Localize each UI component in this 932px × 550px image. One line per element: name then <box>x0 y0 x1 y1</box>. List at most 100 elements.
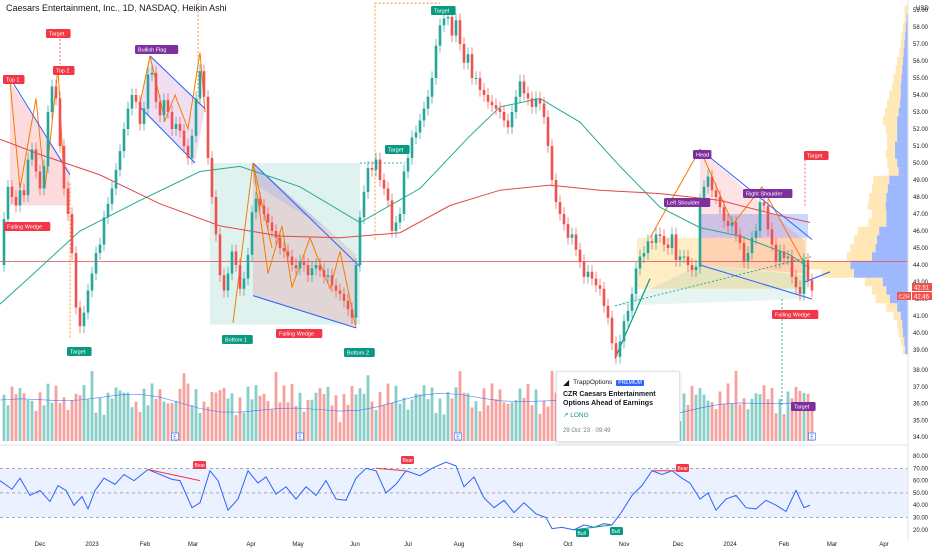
volume-bar <box>278 402 282 441</box>
candle-body <box>642 253 646 257</box>
pattern-drawings <box>9 0 831 407</box>
candle-body <box>426 96 430 109</box>
volume-bar <box>770 387 774 441</box>
trend-line <box>139 106 196 164</box>
volume-bar <box>138 412 142 441</box>
volume-bar <box>702 394 706 441</box>
x-tick-label: Apr <box>879 542 888 548</box>
price-tag <box>912 292 932 300</box>
volume-bar <box>46 383 50 441</box>
pattern-label: Target <box>434 9 450 15</box>
volume-bar <box>778 399 782 441</box>
candle-body <box>374 159 378 170</box>
volume-bar <box>78 395 82 441</box>
volume-bar <box>538 413 542 441</box>
volume-bar <box>438 398 442 441</box>
volume-bar <box>346 405 350 441</box>
volume-bar <box>506 403 510 441</box>
volume-bar <box>38 392 42 441</box>
idea-date: 29 Oct '23 · 09:49 <box>563 428 611 434</box>
x-tick-label: Jul <box>404 542 412 548</box>
volume-bar <box>226 398 230 441</box>
earnings-marker-label: E <box>173 435 177 441</box>
volume-bar <box>170 402 174 441</box>
candle-body <box>102 217 106 245</box>
pattern-label: Top 2 <box>56 69 69 75</box>
volume-bar <box>90 371 94 441</box>
exchange: NASDAQ <box>139 3 178 13</box>
candle-body <box>118 151 122 170</box>
volume-bar <box>486 405 490 441</box>
volume-profile-bar <box>892 82 901 91</box>
divergence-label-box <box>676 464 689 472</box>
candle-body <box>518 81 522 97</box>
volume-bar <box>482 388 486 441</box>
candle-body <box>542 103 546 118</box>
candle-body <box>314 265 318 269</box>
candle-body <box>590 271 594 279</box>
pattern-label-box <box>4 222 51 231</box>
candle-body <box>710 176 714 191</box>
idea-card[interactable]: ◢ TrappOptions PREMIUM CZR Caesars Enter… <box>556 371 680 442</box>
candle-body <box>538 98 542 104</box>
neckline <box>614 256 813 307</box>
volume-profile-bar <box>886 303 898 312</box>
volume-bar <box>126 392 130 441</box>
pattern-label: Bottom 1 <box>225 338 247 344</box>
volume-bar <box>122 392 126 441</box>
divergence-label: Bear <box>678 466 689 472</box>
candle-body <box>514 96 518 112</box>
pattern-label: Target <box>807 154 823 160</box>
candle-body <box>402 171 406 214</box>
volume-bar <box>118 390 122 441</box>
x-tick-label: May <box>292 542 303 548</box>
candle-body <box>422 108 426 121</box>
volume-bar <box>54 385 58 441</box>
volume-bar <box>10 386 14 441</box>
volume-bar <box>218 390 222 441</box>
candle-body <box>722 207 726 221</box>
volume-profile-bar <box>901 73 908 83</box>
candle-body <box>366 168 370 192</box>
volume-profile-bar <box>902 22 906 32</box>
volume-bar <box>534 389 538 441</box>
volume-profile-bar <box>902 65 908 74</box>
candle-body <box>614 343 618 357</box>
volume-bar <box>402 397 406 441</box>
volume-bar <box>382 404 386 441</box>
candle-body <box>454 20 458 36</box>
volume-bar <box>370 401 374 441</box>
candle-body <box>698 200 702 267</box>
candle-body <box>734 222 738 235</box>
candle-body <box>22 190 26 196</box>
wedge-upper-fill <box>253 163 356 255</box>
volume-bar <box>810 407 814 441</box>
volume-bar <box>426 399 430 441</box>
divergence-label: Bull <box>578 531 586 537</box>
volume-profile-bar <box>903 48 908 57</box>
volume-bar <box>30 400 34 441</box>
candle-body <box>742 242 746 262</box>
y-tick-label: 55.00 <box>913 76 929 82</box>
volume-bar <box>130 407 134 441</box>
volume-profile-bar <box>872 184 888 193</box>
volume-bar <box>754 393 758 441</box>
y-tick-label: 54.00 <box>913 93 929 99</box>
candle-body <box>74 253 78 308</box>
y-tick-label: 47.00 <box>913 212 929 218</box>
trend-line <box>252 162 361 268</box>
volume-bar <box>210 392 214 441</box>
candle-body <box>794 276 798 288</box>
candle-body <box>546 117 550 146</box>
volume-bar <box>266 401 270 441</box>
pattern-label-box <box>791 402 816 411</box>
volume-profile-bar <box>895 65 903 74</box>
volume-bar <box>166 403 170 441</box>
pattern-label-box <box>431 6 456 15</box>
volume-bar <box>294 405 298 441</box>
x-tick-label: Aug <box>454 542 465 548</box>
candle-body <box>522 81 526 94</box>
pattern-label-box <box>135 45 179 54</box>
volume-profile-bar <box>869 192 887 202</box>
